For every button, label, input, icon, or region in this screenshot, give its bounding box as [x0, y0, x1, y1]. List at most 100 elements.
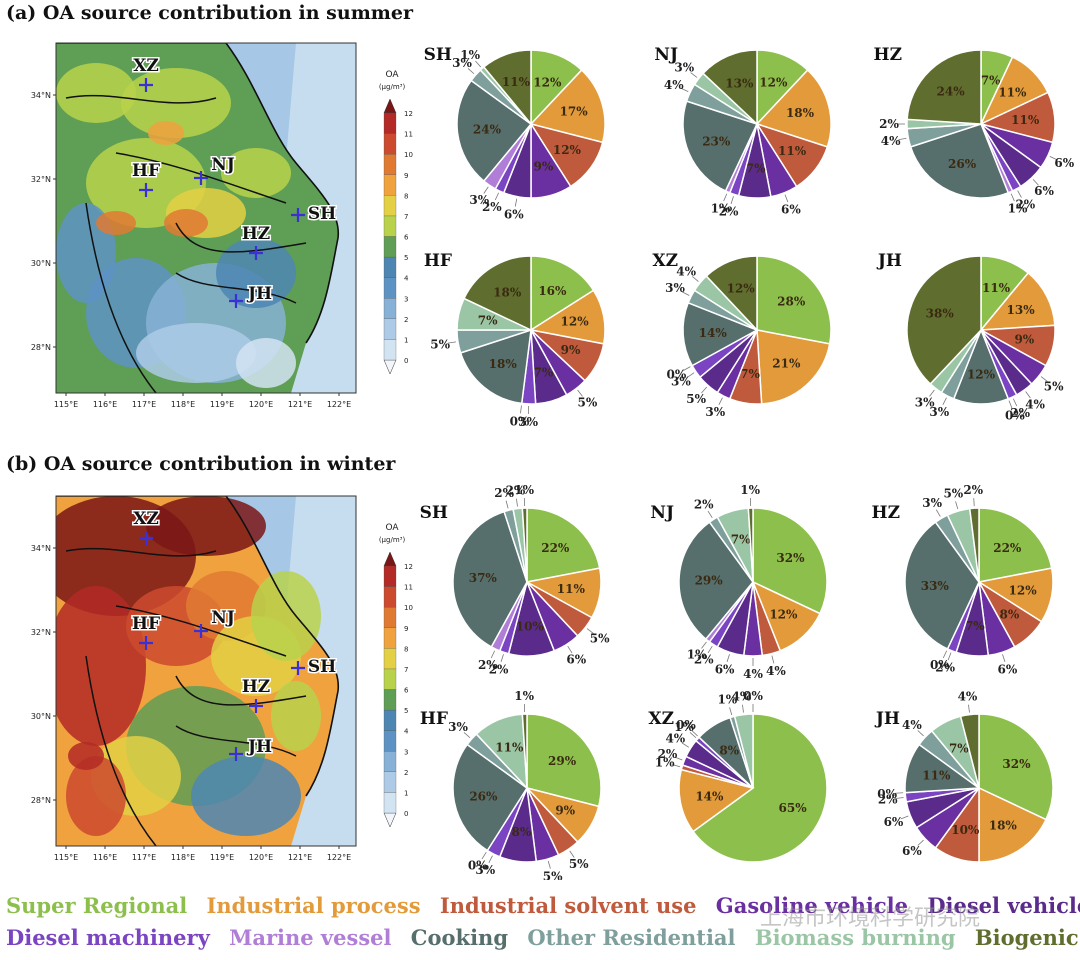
- pie-label: 13%: [725, 76, 754, 90]
- pie-label: 2%: [963, 483, 983, 497]
- lon-label: 115°E: [54, 853, 78, 862]
- colorbar-bin: [383, 565, 397, 587]
- colorbar-tick-label: 2: [404, 316, 408, 324]
- colorbar-bin: [383, 751, 397, 772]
- pie-label: 6%: [504, 207, 524, 221]
- pie-label: 2%: [694, 653, 714, 667]
- colorbar-tick-label: 10: [404, 604, 413, 612]
- pie-leader-line: [707, 645, 713, 654]
- pie-label: 4%: [958, 690, 978, 704]
- pie-leader-line: [692, 276, 699, 282]
- pie-label: 3%: [705, 405, 725, 419]
- pie-leader-line: [942, 397, 947, 406]
- pie-label: 8%: [719, 744, 739, 758]
- lat-label: 32°N: [31, 175, 51, 184]
- pie-label: 13%: [1007, 303, 1036, 317]
- pie-label: 5%: [569, 857, 589, 871]
- pie-leader-line: [1012, 398, 1018, 407]
- pie-slice-biogenic: [968, 507, 980, 583]
- pie-label: 7%: [731, 532, 751, 546]
- pie-label: 24%: [937, 85, 966, 99]
- pie-slice-biogenic: [906, 255, 982, 386]
- pie-summer-xz: 28%21%7%3%5%3%0%14%3%4%12%XZ: [652, 251, 832, 419]
- oa-patch: [191, 756, 301, 836]
- colorbar-bin: [383, 154, 397, 175]
- lon-label: 120°E: [249, 400, 273, 409]
- city-label-hz: HZ: [242, 677, 270, 697]
- pie-label: 5%: [590, 631, 610, 645]
- lat-label: 30°N: [31, 259, 51, 268]
- pie-label: 3%: [922, 496, 942, 510]
- pie-slice-biogenic: [521, 713, 528, 789]
- pie-label: 2%: [694, 497, 714, 511]
- legend-row-1: Super Regional Industrial process Indust…: [0, 893, 1080, 918]
- colorbar-tick-label: 4: [404, 275, 409, 283]
- lon-label: 121°E: [288, 853, 312, 862]
- city-label-sh: SH: [308, 204, 336, 224]
- pie-label: 1%: [687, 648, 707, 662]
- pie-label: 1%: [655, 755, 675, 769]
- legend-marine-vessel: Marine vessel: [229, 925, 392, 950]
- colorbar-tick-label: 4: [404, 728, 409, 736]
- pie-label: 11%: [495, 740, 524, 754]
- pie-label: 2%: [506, 484, 526, 498]
- pie-leader-line: [483, 186, 489, 194]
- pie-label: 3%: [475, 863, 495, 877]
- province-border: [175, 272, 297, 304]
- pie-label: 1%: [1008, 201, 1028, 215]
- pie-label: 18%: [786, 106, 815, 120]
- pie-slice-cooking: [459, 328, 532, 405]
- colorbar-tick-label: 8: [404, 192, 408, 200]
- pie-leader-line: [681, 742, 690, 748]
- pie-label: 16%: [538, 284, 567, 298]
- pie-label: 28%: [777, 295, 806, 309]
- pie-leader-line: [701, 386, 708, 394]
- pie-label: 2%: [658, 747, 678, 761]
- colorbar-tick-label: 9: [404, 172, 408, 180]
- colorbar-bin: [383, 730, 397, 752]
- pie-label: 4%: [1025, 397, 1045, 411]
- pie-slice-super-regional: [526, 507, 601, 583]
- colorbar-bin: [383, 648, 397, 670]
- city-marker-xz: [139, 531, 153, 545]
- pie-label: 3%: [665, 281, 685, 295]
- pie-slice-cooking: [904, 521, 980, 650]
- lon-label: 118°E: [171, 853, 195, 862]
- city-marker-jh: [229, 294, 243, 308]
- province-border: [175, 222, 307, 253]
- pie-label: 18%: [989, 818, 1018, 832]
- city-label-jh: JH: [246, 737, 272, 757]
- pie-label: 9%: [555, 804, 575, 818]
- pie-label: 9%: [1014, 333, 1034, 347]
- colorbar-tick-label: 7: [404, 213, 408, 221]
- province-border: [65, 547, 217, 557]
- summer-panel-title: (a) OA source contribution in summer: [6, 2, 413, 24]
- city-label-hf: HF: [132, 161, 160, 181]
- pie-label: 1%: [514, 689, 534, 703]
- pie-label: 1%: [711, 201, 731, 215]
- pie-label: 3%: [674, 61, 694, 75]
- pie-label: 65%: [779, 801, 808, 815]
- pie-summer-jh: 11% 13% 9% 5% 4%2%0% 12% 3%3% 38% JH: [876, 251, 1064, 423]
- pie-leader-line: [1002, 654, 1006, 663]
- pie-label: 0%: [1005, 409, 1025, 423]
- lon-label: 115°E: [54, 400, 78, 409]
- city-marker-nj: [194, 624, 208, 638]
- map-summer: [56, 43, 356, 393]
- colorbar-tick-label: 2: [404, 769, 408, 777]
- pie-label: 6%: [781, 203, 801, 217]
- pie-leader-line: [690, 72, 698, 78]
- pie-slice-cooking: [456, 79, 533, 183]
- pie-label: 32%: [1002, 757, 1031, 771]
- city-marker-hf: [139, 183, 153, 197]
- pie-label: 22%: [541, 541, 570, 555]
- map-frame: [55, 495, 357, 847]
- colorbar-bin: [383, 195, 397, 217]
- city-marker-sh: [291, 661, 305, 675]
- colorbar-tick-label: 11: [404, 131, 413, 139]
- oa-patch: [68, 742, 104, 770]
- pie-leader-line: [726, 654, 730, 663]
- oa-patch: [271, 681, 321, 751]
- pie-summer-sh: 12%17%12%9%6%2%3%24%3%1%11%SH: [424, 45, 606, 221]
- colorbar-unit: (μg/m³): [379, 536, 406, 544]
